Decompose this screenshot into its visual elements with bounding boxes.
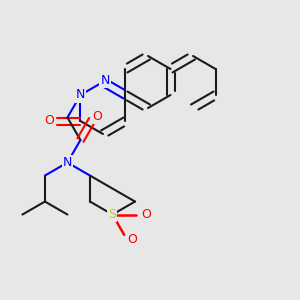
Text: S: S bbox=[109, 208, 116, 221]
Text: N: N bbox=[100, 74, 110, 86]
Text: N: N bbox=[76, 88, 85, 101]
Text: O: O bbox=[141, 208, 151, 221]
Text: N: N bbox=[63, 156, 72, 169]
Text: O: O bbox=[92, 110, 102, 123]
Text: O: O bbox=[44, 115, 54, 128]
Text: O: O bbox=[127, 233, 137, 246]
